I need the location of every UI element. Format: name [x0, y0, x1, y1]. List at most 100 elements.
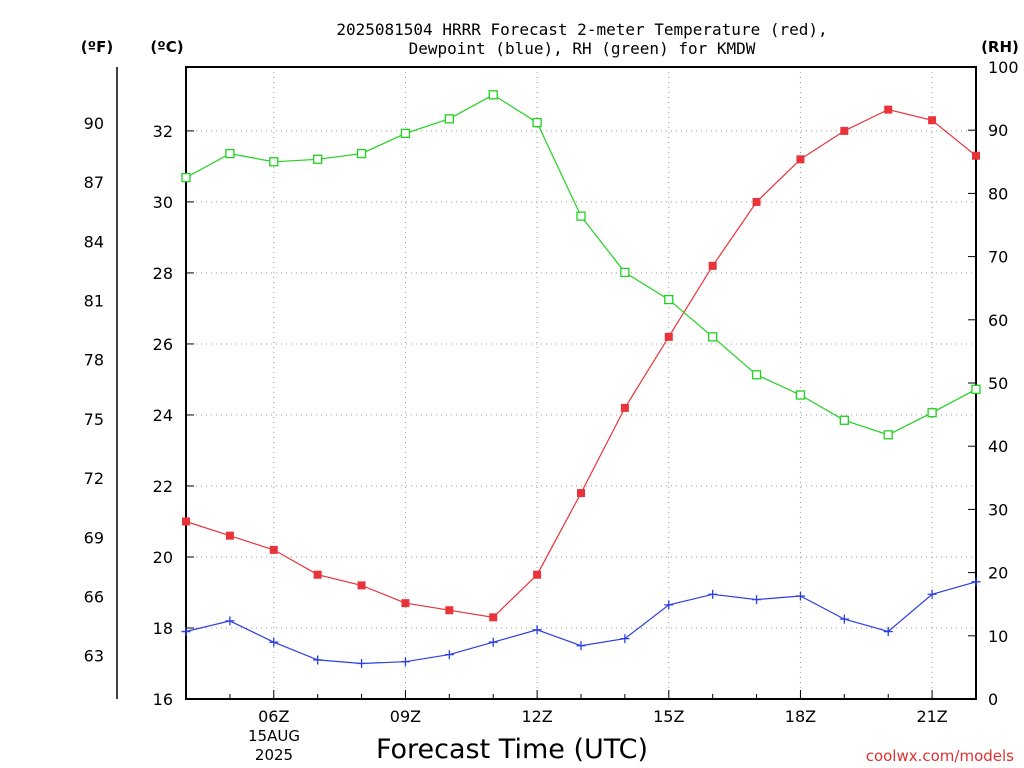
rh-point	[400, 128, 411, 139]
dewpoint-point	[400, 657, 410, 667]
axes-ticks: 16 18 20 22 24 26 28 30 32 63 66 69 72 75 78 81 84 87 90 0 1…	[84, 58, 1019, 726]
dewpoint-point	[181, 627, 191, 637]
temperature-point	[840, 126, 849, 135]
x-tick-label: 06Z	[258, 707, 289, 726]
x-axis-title: Forecast Time (UTC)	[376, 734, 648, 765]
fahrenheit-tick-label: 78	[84, 351, 104, 370]
celsius-tick-label: 16	[153, 690, 173, 709]
x-tick-label: 15Z	[653, 707, 684, 726]
rh-point	[313, 154, 323, 164]
celsius-tick-label: 30	[153, 193, 173, 212]
rh-point	[532, 117, 542, 128]
attribution-text: coolwx.com/models	[866, 747, 1014, 765]
rh-point	[971, 384, 981, 394]
celsius-unit-label: (ºC)	[150, 38, 183, 56]
fahrenheit-tick-label: 63	[84, 647, 104, 666]
celsius-tick-label: 18	[153, 619, 173, 638]
dewpoint-series	[181, 577, 981, 668]
date-label-day: 15AUG	[248, 727, 300, 745]
rh-point	[181, 172, 191, 183]
rh-tick-label: 40	[988, 437, 1008, 456]
temperature-point	[489, 613, 498, 622]
dewpoint-point	[488, 637, 498, 647]
dewpoint-point	[883, 627, 893, 637]
rh-series	[181, 90, 981, 440]
celsius-tick-label: 26	[153, 335, 173, 354]
temperature-point	[708, 261, 717, 270]
temperature-series	[182, 105, 980, 622]
rh-point	[927, 408, 937, 418]
rh-point	[356, 148, 367, 159]
rh-tick-label: 30	[988, 500, 1008, 519]
rh-tick-label: 0	[988, 690, 998, 709]
temperature-point	[752, 197, 761, 206]
dewpoint-point	[708, 589, 718, 599]
dewpoint-point	[927, 589, 937, 599]
fahrenheit-tick-label: 75	[84, 410, 104, 429]
rh-point	[708, 332, 718, 342]
rh-point	[751, 370, 762, 380]
dewpoint-point	[269, 637, 279, 647]
celsius-tick-label: 22	[153, 477, 173, 496]
dewpoint-point	[664, 600, 674, 610]
rh-point	[620, 267, 630, 278]
rh-point	[225, 148, 235, 159]
rh-point	[839, 415, 849, 425]
temperature-point	[972, 151, 980, 160]
temperature-point	[225, 531, 234, 540]
dewpoint-point	[620, 634, 630, 644]
temperature-point	[928, 116, 937, 125]
dewpoint-line	[185, 581, 977, 665]
x-tick-label: 18Z	[785, 707, 816, 726]
rh-point	[883, 430, 893, 440]
rh-tick-label: 90	[988, 121, 1008, 140]
rh-point	[488, 90, 498, 100]
chart-title: 2025081504 HRRR Forecast 2-meter Tempera…	[336, 20, 827, 39]
rh-point	[664, 294, 674, 305]
dewpoint-point	[752, 595, 762, 605]
dewpoint-point	[532, 625, 542, 635]
rh-tick-label: 80	[988, 184, 1008, 203]
temperature-point	[577, 489, 585, 498]
chart-subtitle: Dewpoint (blue), RH (green) for KMDW	[409, 39, 756, 58]
rh-point	[444, 114, 454, 124]
temperature-point	[884, 105, 893, 114]
fahrenheit-tick-label: 90	[84, 114, 104, 133]
temperature-point	[796, 155, 805, 164]
fahrenheit-unit-label: (ºF)	[81, 38, 113, 56]
rh-tick-label: 10	[988, 627, 1008, 646]
dewpoint-point	[444, 650, 454, 660]
date-label-year: 2025	[255, 746, 293, 764]
rh-tick-label: 20	[988, 564, 1008, 583]
rh-point	[269, 157, 279, 167]
rh-line	[185, 94, 977, 436]
dewpoint-point	[357, 658, 367, 668]
temperature-point	[533, 570, 542, 579]
grid-lines	[186, 67, 976, 699]
fahrenheit-tick-label: 72	[84, 469, 104, 488]
dewpoint-point	[313, 655, 323, 665]
temperature-line	[185, 108, 977, 618]
x-tick-label: 21Z	[916, 707, 947, 726]
temperature-point	[401, 599, 410, 608]
rh-tick-label: 70	[988, 248, 1008, 267]
data-series	[181, 90, 981, 668]
dewpoint-point	[795, 591, 805, 601]
rh-point	[576, 211, 586, 221]
temperature-point	[620, 403, 629, 412]
fahrenheit-tick-label: 84	[84, 232, 104, 251]
rh-tick-label: 100	[988, 58, 1019, 77]
fahrenheit-tick-label: 66	[84, 587, 104, 606]
celsius-tick-label: 20	[153, 548, 173, 567]
x-tick-label: 12Z	[521, 707, 552, 726]
dewpoint-point	[576, 641, 586, 651]
rh-tick-label: 60	[988, 311, 1008, 330]
temperature-point	[182, 517, 190, 526]
dewpoint-point	[225, 616, 235, 626]
celsius-tick-label: 28	[153, 264, 173, 283]
fahrenheit-tick-label: 81	[84, 292, 104, 311]
rh-unit-label: (RH)	[981, 38, 1019, 56]
dewpoint-point	[839, 614, 849, 624]
fahrenheit-tick-label: 69	[84, 528, 104, 547]
